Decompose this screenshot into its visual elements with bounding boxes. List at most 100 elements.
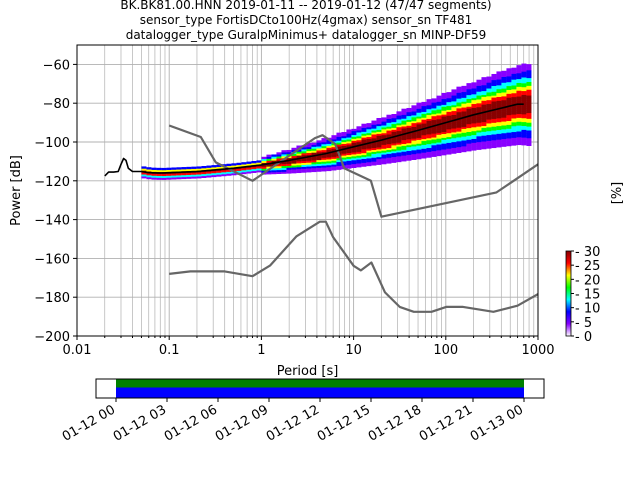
psd-cell <box>516 125 522 128</box>
psd-cell <box>471 107 477 110</box>
psd-cell <box>236 164 242 168</box>
psd-cell <box>416 147 422 150</box>
psd-cell <box>336 159 342 163</box>
psd-cell <box>451 116 457 119</box>
psd-cell <box>366 126 372 130</box>
psd-cell <box>391 119 397 123</box>
psd-cell <box>451 99 457 102</box>
psd-cell <box>436 142 442 145</box>
psd-cell <box>451 89 457 92</box>
psd-cell <box>326 159 332 162</box>
psd-cell <box>341 149 347 152</box>
psd-cell <box>521 79 527 82</box>
psd-cell <box>406 111 412 115</box>
psd-cell <box>451 114 457 117</box>
psd-cell <box>431 127 437 130</box>
psd-cell <box>236 168 242 171</box>
psd-cell <box>281 169 287 172</box>
psd-cell <box>346 166 352 169</box>
psd-cell <box>286 165 292 168</box>
psd-cell <box>486 93 492 97</box>
psd-cell <box>471 119 477 122</box>
psd-cell <box>426 122 432 125</box>
psd-cell <box>516 121 522 124</box>
psd-cell <box>406 117 412 120</box>
psd-cell <box>466 112 472 115</box>
psd-cell <box>416 110 422 113</box>
psd-cell <box>496 133 502 136</box>
psd-cell <box>506 77 512 81</box>
psd-cell <box>351 128 357 132</box>
psd-cell <box>291 159 297 162</box>
psd-cell <box>501 86 507 89</box>
psd-cell <box>461 136 467 139</box>
psd-cell <box>421 117 427 120</box>
psd-cell <box>376 150 382 154</box>
psd-cell <box>396 113 402 116</box>
psd-cell <box>471 97 477 101</box>
psd-cell <box>351 130 357 134</box>
psd-cell <box>486 82 492 85</box>
psd-cell <box>511 131 517 135</box>
psd-cell <box>366 154 372 157</box>
psd-cell <box>381 148 387 151</box>
psd-cell <box>181 167 187 170</box>
psd-cell <box>501 123 507 126</box>
psd-cell <box>401 122 407 125</box>
psd-cell <box>441 100 447 103</box>
psd-cell <box>286 151 292 155</box>
psd-cell <box>401 145 407 148</box>
psd-cell <box>481 81 487 84</box>
psd-cell <box>411 116 417 120</box>
psd-cell <box>421 129 427 132</box>
psd-cell <box>506 122 512 125</box>
psd-cell <box>506 89 512 92</box>
psd-cell <box>401 130 407 133</box>
psd-cell <box>431 139 437 142</box>
psd-cell <box>406 152 412 155</box>
plot-frame <box>76 44 539 337</box>
psd-cell <box>166 169 172 172</box>
psd-cell <box>486 119 492 122</box>
psd-cell <box>481 79 487 82</box>
psd-cell <box>361 160 367 163</box>
psd-cell <box>281 155 287 159</box>
psd-cell <box>516 82 522 85</box>
psd-cell <box>396 126 402 130</box>
psd-cell <box>456 146 462 150</box>
psd-cell <box>356 157 362 160</box>
psd-cell <box>141 168 147 171</box>
psd-cell <box>486 117 492 120</box>
psd-cell <box>281 150 287 153</box>
psd-cell <box>316 140 322 143</box>
psd-cell <box>391 160 397 163</box>
psd-cell <box>481 104 487 107</box>
psd-cell <box>521 75 527 78</box>
psd-cell <box>496 84 502 88</box>
psd-cell <box>336 138 342 141</box>
psd-cell <box>386 128 392 131</box>
psd-cell <box>471 123 477 126</box>
psd-cell <box>321 163 327 166</box>
psd-cell <box>506 128 512 131</box>
psd-cell <box>451 108 457 112</box>
psd-cell <box>441 151 447 154</box>
psd-cell <box>426 153 432 156</box>
psd-cell <box>376 137 382 140</box>
psd-cell <box>416 153 422 156</box>
psd-cell <box>381 150 387 153</box>
psd-cell <box>381 158 387 161</box>
psd-cell <box>456 142 462 146</box>
psd-cell <box>501 84 507 87</box>
psd-cell <box>391 152 397 156</box>
psd-cell <box>276 165 282 169</box>
x-tick-label: 0.1 <box>159 343 180 358</box>
psd-cell <box>336 144 342 147</box>
psd-cell <box>416 156 422 160</box>
psd-cell <box>461 89 467 93</box>
psd-cell <box>426 101 432 104</box>
psd-cell <box>416 145 422 148</box>
psd-cell <box>526 116 532 119</box>
psd-cell <box>346 135 352 138</box>
y-tick-label: −180 <box>34 291 70 306</box>
